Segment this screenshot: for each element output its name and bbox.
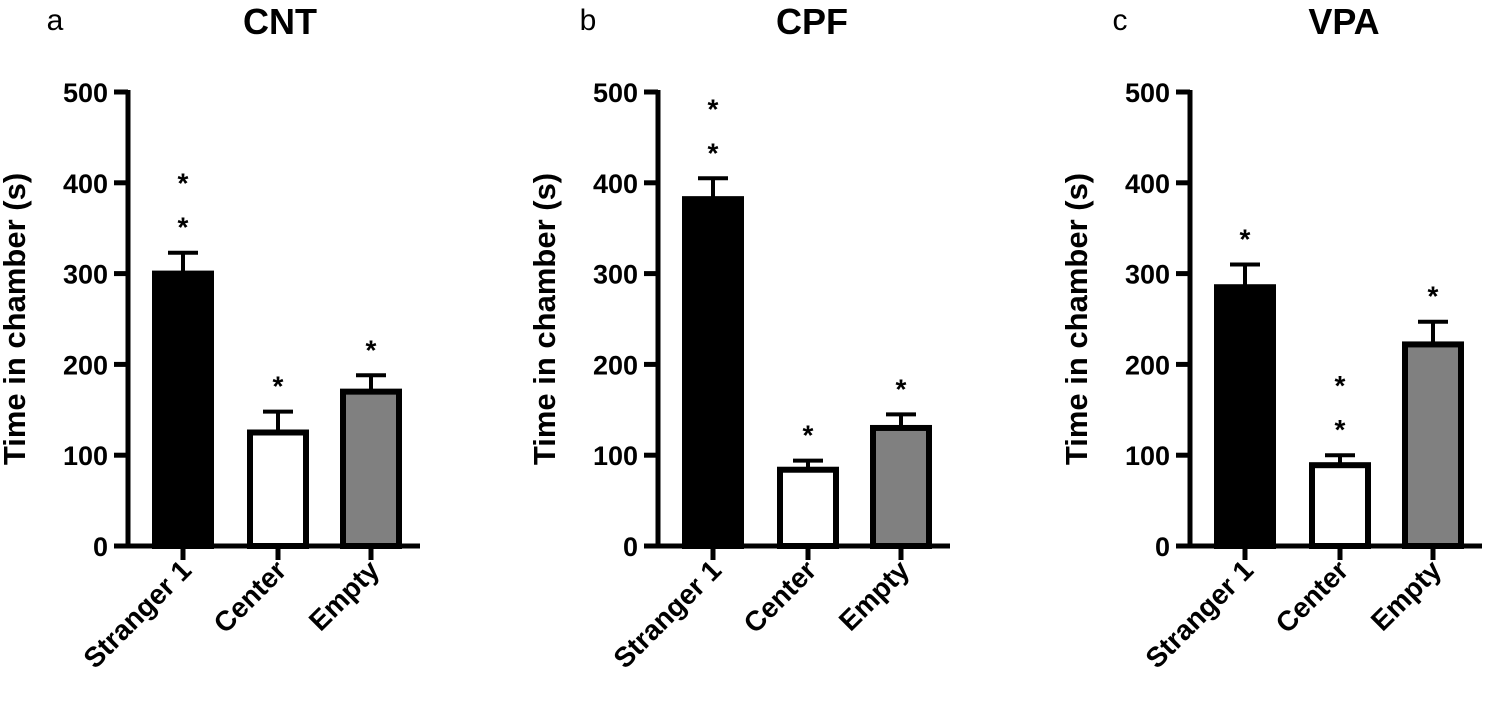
y-axis-label: Time in chamber (s)	[1059, 173, 1094, 465]
significance-marker: *	[178, 212, 189, 243]
x-tick-label: Stranger 1	[77, 554, 197, 674]
y-tick-label: 200	[593, 350, 638, 380]
chart-panel-a: a CNT Time in chamber (s) 0 100 200 300 400 500 S…	[0, 1, 420, 674]
bar-center	[1309, 462, 1371, 549]
x-tick-label: Stranger 1	[607, 554, 727, 674]
significance-marker: *	[803, 420, 814, 451]
chart-title: CNT	[243, 1, 317, 42]
y-tick-label: 400	[1125, 169, 1170, 199]
significance-marker: *	[366, 334, 377, 365]
y-tick-label: 100	[1125, 441, 1170, 471]
significance-marker: *	[1240, 224, 1251, 255]
bar-empty	[340, 388, 402, 550]
y-tick-label: 300	[63, 260, 108, 290]
y-tick-label: 400	[593, 169, 638, 199]
bar-center	[247, 429, 309, 549]
significance-marker: *	[708, 93, 719, 124]
y-tick-label: 0	[623, 532, 638, 562]
significance-marker: *	[1428, 281, 1439, 312]
significance-marker: *	[708, 137, 719, 168]
y-tick-label: 500	[1125, 78, 1170, 108]
significance-marker: *	[178, 168, 189, 199]
chart-title: VPA	[1308, 1, 1379, 42]
x-tick-label: Center	[208, 554, 293, 639]
panel-letter: a	[47, 4, 64, 37]
significance-marker: *	[1335, 370, 1346, 401]
panel-letter: b	[580, 4, 597, 37]
bar-center	[777, 466, 839, 549]
bar-stranger-1	[682, 196, 744, 549]
y-axis-label: Time in chamber (s)	[527, 173, 562, 465]
y-tick-label: 100	[593, 441, 638, 471]
significance-marker: *	[1335, 414, 1346, 445]
y-tick-label: 0	[1155, 532, 1170, 562]
x-tick-label: Center	[738, 554, 823, 639]
chart-title: CPF	[776, 1, 848, 42]
x-tick-label: Empty	[303, 554, 386, 637]
y-tick-label: 500	[593, 78, 638, 108]
y-tick-label: 100	[63, 441, 108, 471]
y-tick-label: 0	[93, 532, 108, 562]
chart-panel-c: c VPA Time in chamber (s) 0 100 200 300 400 500 S…	[1059, 1, 1482, 674]
chart-panel-b: b CPF Time in chamber (s) 0 100 200 300 400 500 S…	[527, 1, 950, 674]
y-tick-label: 400	[63, 169, 108, 199]
bar-empty	[1402, 341, 1464, 550]
significance-marker: *	[273, 371, 284, 402]
y-tick-label: 500	[63, 78, 108, 108]
bar-stranger-1	[1214, 284, 1276, 549]
x-tick-label: Center	[1270, 554, 1355, 639]
bar-stranger-1	[152, 270, 214, 549]
y-tick-label: 300	[593, 260, 638, 290]
significance-marker: *	[896, 373, 907, 404]
y-tick-label: 200	[1125, 350, 1170, 380]
y-axis-label: Time in chamber (s)	[0, 173, 32, 465]
y-tick-label: 300	[1125, 260, 1170, 290]
x-tick-label: Empty	[833, 554, 916, 637]
x-tick-label: Stranger 1	[1139, 554, 1259, 674]
x-tick-label: Empty	[1365, 554, 1448, 637]
y-tick-label: 200	[63, 350, 108, 380]
bar-empty	[870, 424, 932, 549]
panel-letter: c	[1113, 4, 1128, 37]
